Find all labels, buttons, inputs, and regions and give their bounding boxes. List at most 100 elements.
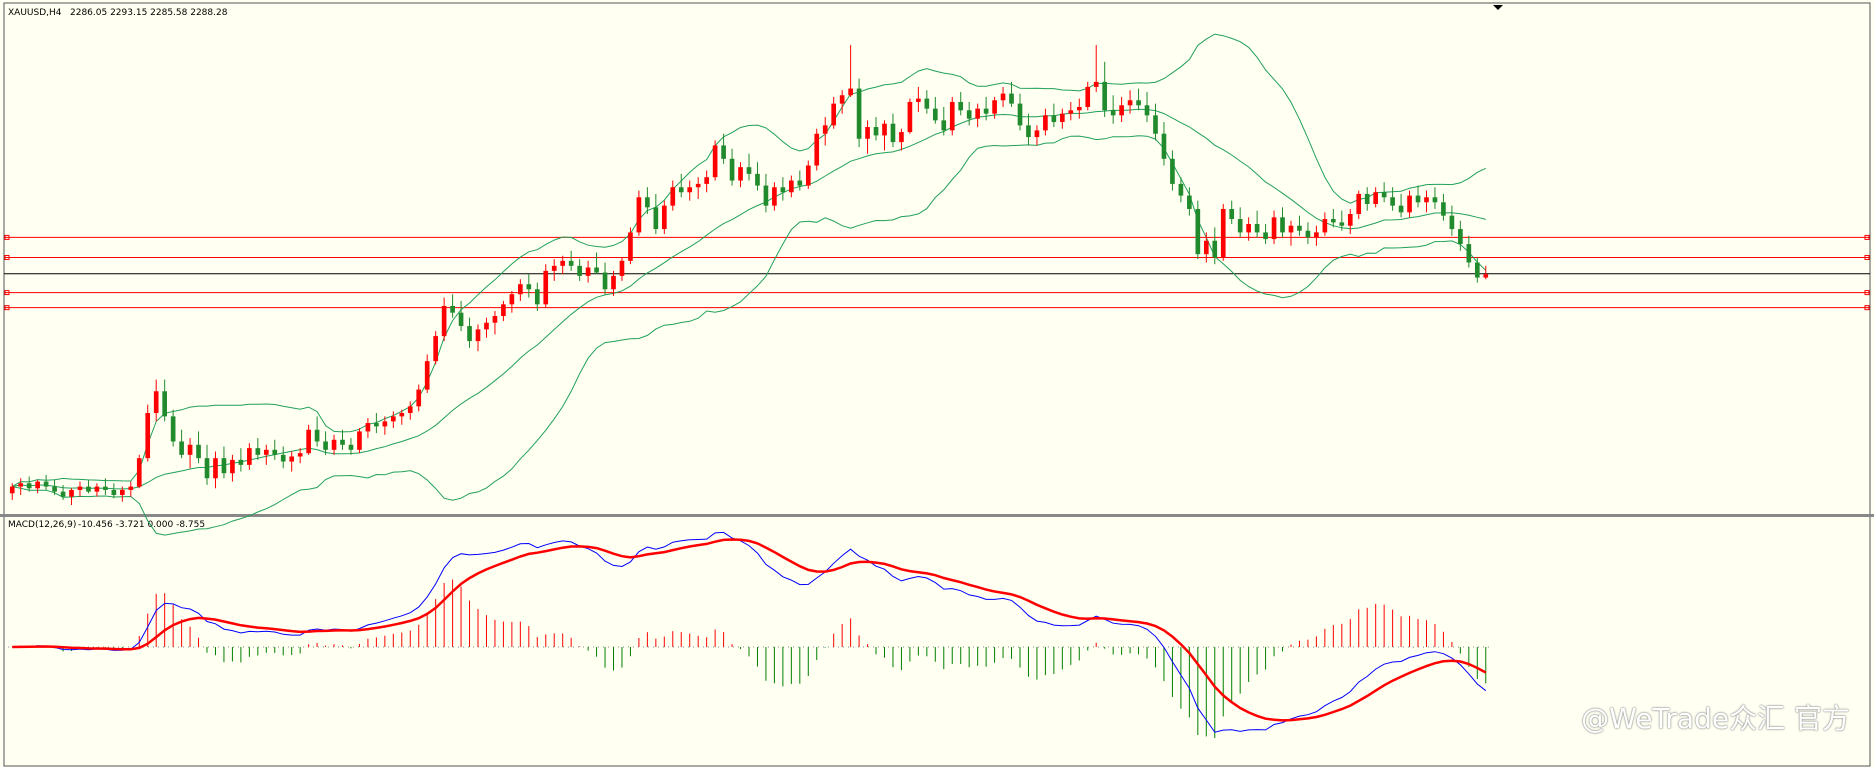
candle-body[interactable]: [1280, 217, 1285, 233]
candle-body[interactable]: [458, 312, 464, 327]
candle-body[interactable]: [873, 127, 879, 136]
candle-body[interactable]: [670, 187, 676, 206]
candle-body[interactable]: [577, 265, 582, 276]
candle-body[interactable]: [1051, 115, 1057, 123]
candle-body[interactable]: [636, 197, 642, 233]
candle-body[interactable]: [1110, 110, 1116, 116]
candle-body[interactable]: [128, 486, 134, 490]
candle-body[interactable]: [856, 88, 862, 139]
candle-body[interactable]: [789, 180, 794, 193]
candle-body[interactable]: [501, 304, 506, 317]
candle-body[interactable]: [1424, 197, 1429, 203]
candle-body[interactable]: [509, 294, 515, 305]
candle-body[interactable]: [1068, 110, 1074, 114]
candle-body[interactable]: [839, 95, 845, 104]
candle-body[interactable]: [1153, 115, 1158, 134]
candle-body[interactable]: [611, 275, 616, 290]
level-anchor-left[interactable]: [4, 234, 10, 240]
candle-body[interactable]: [1297, 225, 1302, 231]
candle-body[interactable]: [153, 391, 159, 414]
candle-body[interactable]: [712, 145, 718, 178]
candle-body[interactable]: [1441, 202, 1446, 216]
candle-body[interactable]: [721, 145, 726, 159]
candle-body[interactable]: [492, 316, 498, 323]
candle-body[interactable]: [1331, 219, 1336, 223]
candle-body[interactable]: [1026, 125, 1031, 138]
level-anchor-right[interactable]: [1864, 305, 1870, 311]
candle-body[interactable]: [323, 441, 328, 450]
candle-body[interactable]: [1093, 81, 1099, 87]
candle-body[interactable]: [263, 449, 269, 455]
candle-body[interactable]: [518, 284, 523, 295]
candle-body[interactable]: [1170, 158, 1175, 184]
candle-body[interactable]: [1119, 105, 1124, 116]
candle-body[interactable]: [526, 284, 532, 290]
candle-body[interactable]: [890, 123, 896, 143]
candle-body[interactable]: [213, 458, 218, 479]
candle-body[interactable]: [551, 265, 557, 271]
candle-body[interactable]: [1034, 130, 1040, 138]
candle-body[interactable]: [407, 406, 413, 414]
candle-body[interactable]: [704, 177, 709, 184]
candle-body[interactable]: [1076, 106, 1082, 111]
candle-body[interactable]: [653, 207, 659, 230]
candle-body[interactable]: [1246, 224, 1251, 233]
candle-body[interactable]: [187, 444, 193, 455]
candle-body[interactable]: [475, 329, 481, 342]
candle-body[interactable]: [661, 205, 667, 230]
candle-body[interactable]: [94, 486, 100, 492]
candle-body[interactable]: [297, 453, 303, 457]
candle-body[interactable]: [1136, 100, 1141, 106]
candle-body[interactable]: [60, 491, 66, 497]
candle-body[interactable]: [1212, 240, 1218, 258]
candle-body[interactable]: [1229, 208, 1235, 220]
candle-body[interactable]: [1432, 197, 1438, 203]
candle-body[interactable]: [1474, 262, 1480, 278]
candle-body[interactable]: [805, 165, 811, 186]
candle-body[interactable]: [1415, 195, 1421, 203]
candle-body[interactable]: [26, 483, 32, 489]
candle-body[interactable]: [196, 444, 201, 459]
candle-body[interactable]: [18, 483, 24, 487]
candle-body[interactable]: [272, 449, 278, 455]
candle-body[interactable]: [831, 103, 837, 126]
candle-body[interactable]: [77, 486, 83, 490]
candle-body[interactable]: [9, 486, 15, 494]
candle-body[interactable]: [230, 459, 235, 474]
candle-body[interactable]: [1364, 193, 1370, 204]
candle-body[interactable]: [1178, 183, 1184, 196]
candle-body[interactable]: [534, 289, 540, 305]
candle-body[interactable]: [899, 132, 904, 143]
candle-body[interactable]: [966, 110, 972, 119]
candle-body[interactable]: [390, 416, 396, 422]
candle-body[interactable]: [780, 187, 786, 193]
candle-body[interactable]: [1254, 224, 1260, 233]
candle-body[interactable]: [619, 260, 625, 276]
candle-body[interactable]: [1314, 232, 1319, 238]
candle-body[interactable]: [255, 448, 261, 455]
candle-body[interactable]: [467, 326, 472, 342]
candle-body[interactable]: [1390, 197, 1395, 206]
candle-body[interactable]: [1195, 208, 1201, 255]
level-anchor-left[interactable]: [4, 254, 10, 260]
candle-body[interactable]: [365, 423, 371, 432]
candle-body[interactable]: [822, 125, 828, 134]
candle-body[interactable]: [441, 305, 447, 337]
candle-body[interactable]: [543, 270, 549, 305]
candle-body[interactable]: [424, 361, 430, 390]
candle-body[interactable]: [678, 187, 684, 193]
candle-body[interactable]: [280, 454, 286, 462]
candle-body[interactable]: [814, 133, 820, 166]
candle-body[interactable]: [1017, 103, 1023, 126]
candle-body[interactable]: [170, 416, 176, 442]
candle-body[interactable]: [924, 98, 930, 109]
candle-body[interactable]: [763, 185, 769, 206]
candle-body[interactable]: [1220, 208, 1226, 258]
candle-body[interactable]: [416, 389, 422, 407]
candle-body[interactable]: [450, 305, 455, 313]
level-anchor-left[interactable]: [4, 305, 10, 311]
candle-body[interactable]: [119, 489, 125, 495]
candle-body[interactable]: [755, 173, 760, 186]
candle-body[interactable]: [204, 458, 210, 479]
